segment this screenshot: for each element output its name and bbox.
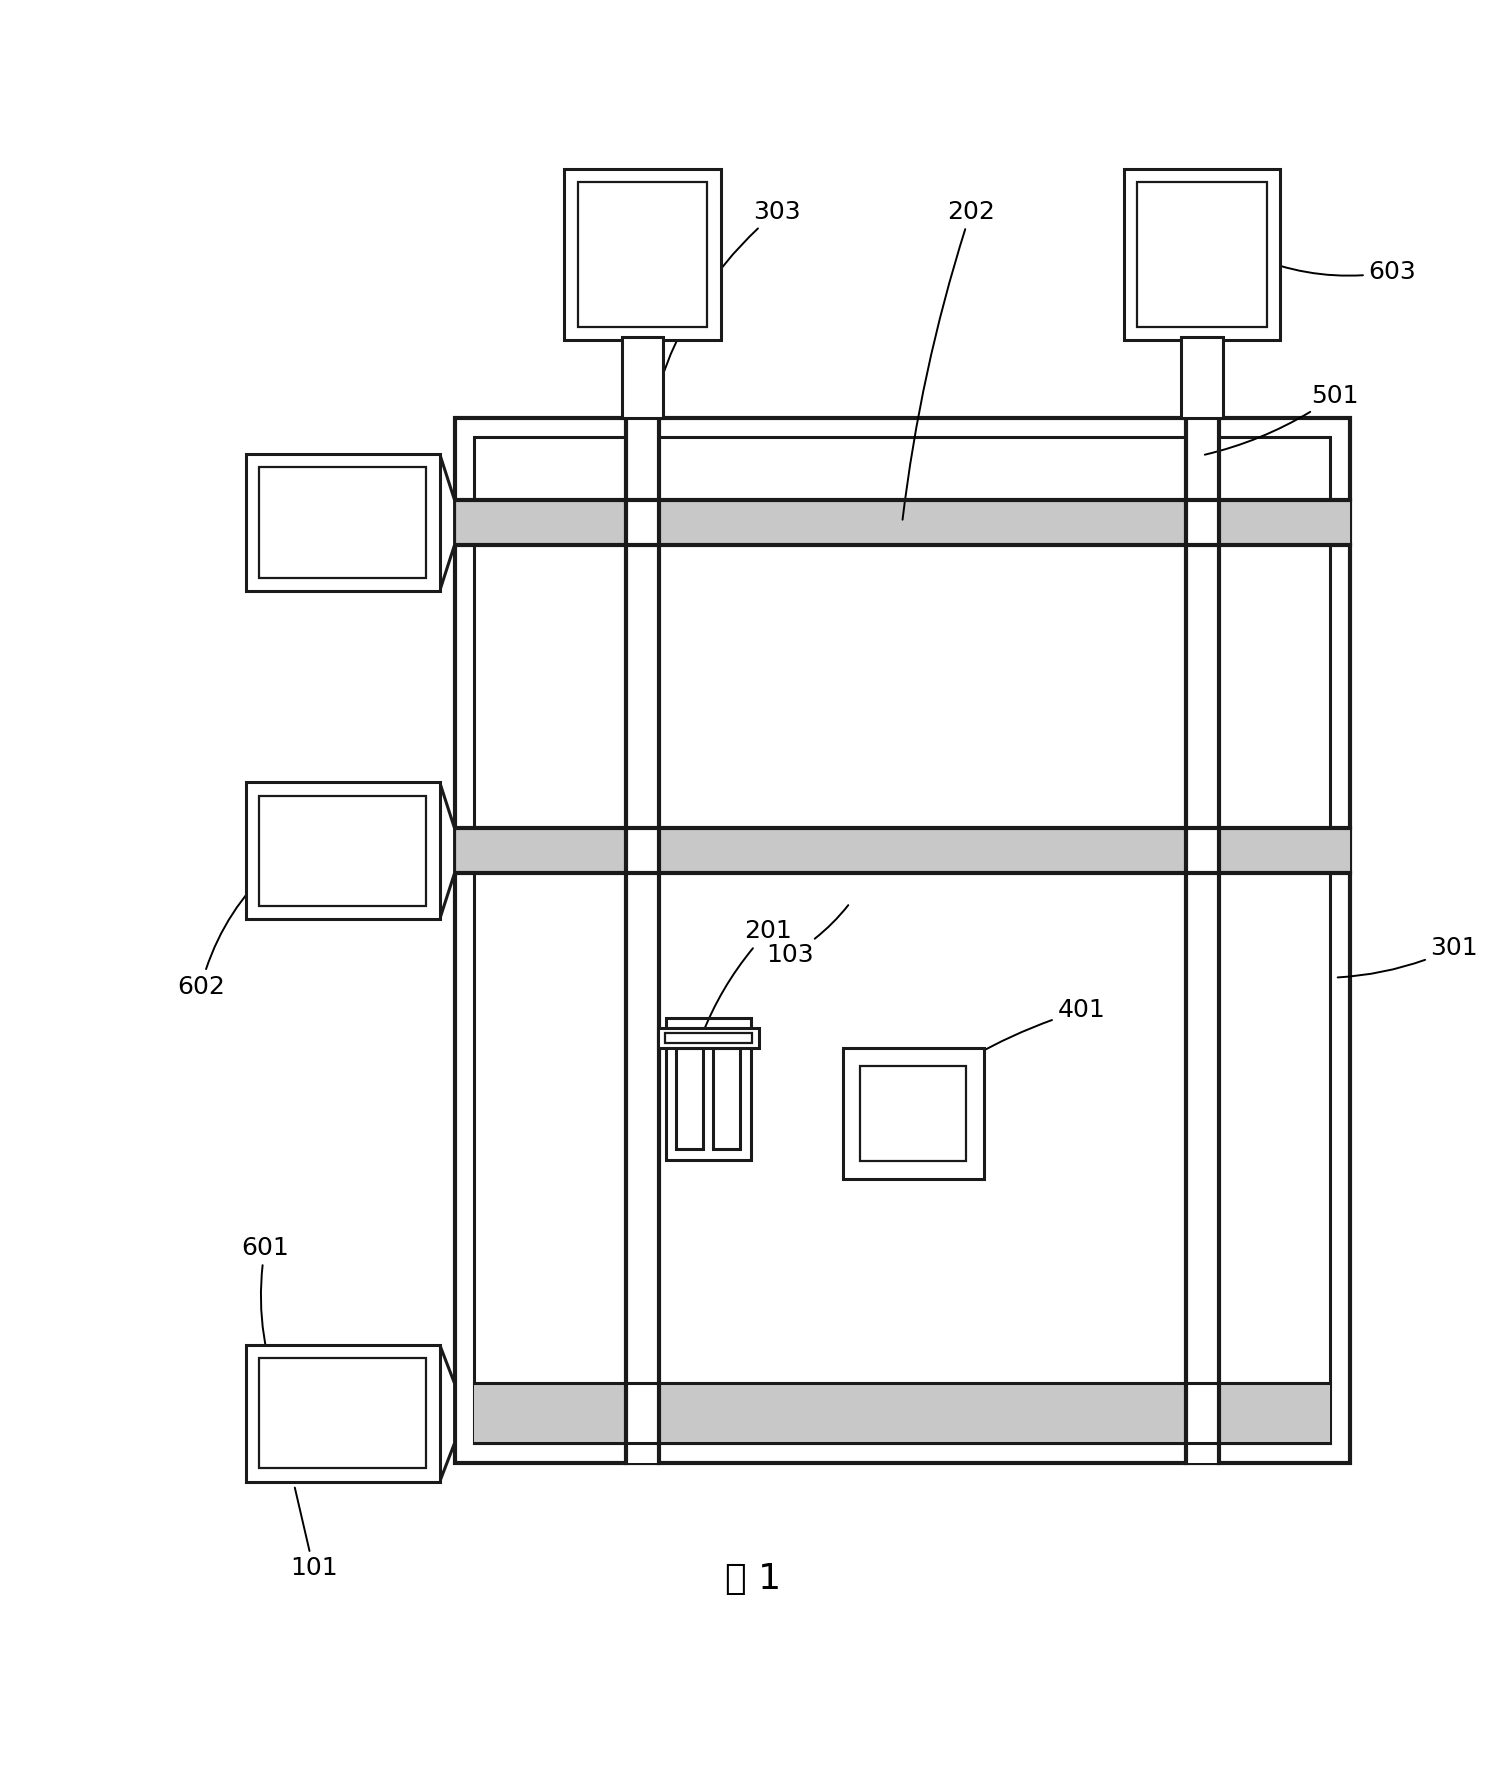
Bar [455, 417, 1349, 1463]
Text: 202: 202 [902, 201, 995, 519]
Polygon shape [440, 453, 455, 591]
Bar [455, 829, 1349, 874]
Bar [842, 1048, 985, 1178]
Bar [245, 783, 440, 919]
Bar [626, 417, 660, 1463]
Text: 103: 103 [767, 904, 848, 967]
Bar [1137, 183, 1267, 328]
Bar [455, 500, 1349, 544]
Bar [1185, 417, 1218, 1463]
Bar [622, 337, 664, 417]
Text: 601: 601 [241, 1236, 289, 1404]
Text: 401: 401 [902, 998, 1105, 1105]
Bar [474, 1383, 1330, 1444]
Text: 图 1: 图 1 [724, 1562, 782, 1596]
Bar [259, 795, 426, 906]
Bar [666, 1033, 751, 1042]
Polygon shape [440, 783, 455, 919]
Bar [714, 1048, 741, 1150]
Text: 603: 603 [1251, 256, 1416, 283]
Bar [565, 168, 721, 340]
Bar [1123, 168, 1280, 340]
Text: 301: 301 [1337, 935, 1477, 978]
Bar [245, 1345, 440, 1481]
Bar [474, 437, 1330, 1444]
Bar [245, 453, 440, 591]
Text: 303: 303 [658, 201, 801, 389]
Bar [578, 183, 708, 328]
Text: 101: 101 [289, 1488, 337, 1580]
Text: 201: 201 [702, 919, 792, 1035]
Bar [676, 1048, 703, 1150]
Polygon shape [440, 1345, 455, 1481]
Text: 501: 501 [1205, 383, 1358, 455]
Bar [259, 1358, 426, 1469]
Bar [259, 467, 426, 578]
Bar [658, 1028, 759, 1048]
Bar [860, 1066, 967, 1161]
Bar [666, 1017, 751, 1159]
Bar [1181, 337, 1223, 417]
Text: 602: 602 [178, 867, 273, 999]
